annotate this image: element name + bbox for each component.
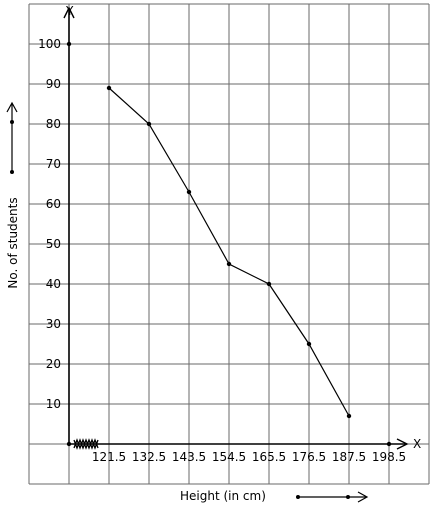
data-point: [106, 85, 112, 91]
chart-tick-labels: 10 20 30 40 50 60 70 80 90 100 121.5 132.5 143.5 154.…: [38, 37, 406, 464]
x-tick-label: 187.5: [332, 450, 366, 464]
axis-break-zigzag: [73, 438, 99, 450]
y-axis-arrowhead: [63, 6, 75, 19]
data-point: [266, 281, 272, 287]
y-tick-label: 50: [46, 237, 61, 251]
y-tick-label: 100: [38, 37, 61, 51]
data-point: [186, 189, 192, 195]
y-tick-label: 20: [46, 357, 61, 371]
y-axis-label: No. of students: [6, 197, 20, 288]
x-tick-label: 176.5: [292, 450, 326, 464]
data-point: [346, 413, 352, 419]
x-tick-label: 121.5: [92, 450, 126, 464]
chart-grid: [28, 3, 430, 485]
data-point: [146, 121, 152, 127]
x-axis-arrowhead: [396, 438, 409, 450]
x-tick-label: 143.5: [172, 450, 206, 464]
x-tick-label: 132.5: [132, 450, 166, 464]
data-point: [226, 261, 232, 267]
chart-axes: [63, 6, 409, 450]
axis-break-zigzag: [73, 438, 99, 450]
x-tick-label: 198.5: [372, 450, 406, 464]
origin-point: [66, 441, 72, 447]
y-tick-label: 70: [46, 157, 61, 171]
y-tick-label: 30: [46, 317, 61, 331]
y-tick-label: 40: [46, 277, 61, 291]
y-max-point: [66, 41, 72, 47]
x-axis-label: Height (in cm): [180, 489, 266, 503]
x-max-point: [386, 441, 392, 447]
y-tick-label: 80: [46, 117, 61, 131]
y-axis-letter: Y: [65, 4, 74, 18]
y-label-arrow-icon: [6, 101, 18, 174]
x-tick-label: 154.5: [212, 450, 246, 464]
x-axis-letter: X: [413, 437, 421, 451]
y-tick-label: 90: [46, 77, 61, 91]
data-point: [306, 341, 312, 347]
y-tick-label: 60: [46, 197, 61, 211]
x-label-arrow-icon: [296, 491, 369, 503]
chart-series: [106, 85, 352, 419]
y-tick-label: 10: [46, 397, 61, 411]
x-tick-label: 165.5: [252, 450, 286, 464]
